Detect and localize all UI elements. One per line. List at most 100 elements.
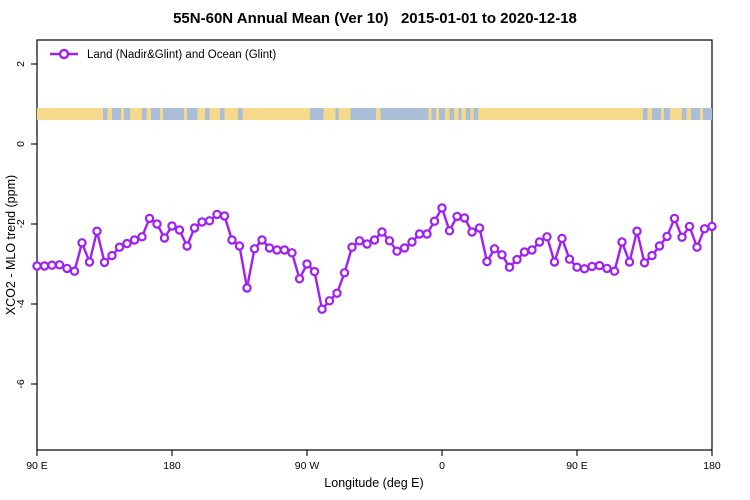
data-point <box>542 232 552 242</box>
land-band-segment <box>428 108 432 120</box>
data-point <box>212 209 222 220</box>
data-point <box>204 216 215 226</box>
land-band-segment <box>130 108 142 120</box>
data-point <box>189 223 200 233</box>
data-point <box>257 235 267 245</box>
data-point <box>572 262 582 272</box>
data-point <box>159 233 170 243</box>
data-point <box>339 268 350 278</box>
land-band-segment <box>197 108 205 120</box>
ocean-band-segment <box>473 108 478 120</box>
data-point <box>302 259 312 269</box>
land-ocean-band <box>37 108 712 120</box>
ocean-band-segment <box>691 108 700 120</box>
land-band-segment <box>686 108 691 120</box>
data-point <box>632 226 642 236</box>
data-point <box>677 232 687 242</box>
land-band-segment <box>107 108 112 120</box>
data-point <box>279 245 290 255</box>
ocean-band-segment <box>350 108 376 120</box>
data-point <box>219 211 230 221</box>
ocean-band-segment <box>238 108 243 120</box>
data-point <box>399 243 410 253</box>
ocean-band-segment <box>652 108 661 120</box>
data-point <box>504 262 515 272</box>
data-point <box>384 236 395 246</box>
data-point <box>527 245 537 255</box>
ocean-band-segment <box>112 108 121 120</box>
ocean-band-segment <box>310 108 324 120</box>
ocean-band-segment <box>220 108 225 120</box>
ocean-band-segment <box>335 108 339 120</box>
data-point <box>489 244 500 254</box>
land-band-segment <box>670 108 682 120</box>
data-point <box>62 263 72 274</box>
plot-box <box>36 39 713 451</box>
land-band-segment <box>323 108 336 120</box>
data-point <box>512 254 522 265</box>
ocean-band-segment <box>205 108 210 120</box>
data-point <box>602 263 612 274</box>
data-point <box>324 296 335 306</box>
legend-marker-icon <box>58 48 70 60</box>
data-point <box>557 233 567 244</box>
data-point <box>474 223 485 233</box>
land-band-segment <box>478 108 643 120</box>
data-series <box>32 203 717 314</box>
legend: Land (Nadir&Glint) and Ocean (Glint) <box>50 48 276 61</box>
y-tick-label: -4 <box>15 299 27 308</box>
land-band-segment <box>338 108 351 120</box>
land-band-segment <box>436 108 439 120</box>
ocean-band-segment <box>682 108 687 120</box>
data-point <box>242 283 252 293</box>
land-band-segment <box>242 108 310 120</box>
data-point <box>654 241 665 251</box>
x-tick-label: 90 E <box>566 460 588 472</box>
land-band-segment <box>224 108 238 120</box>
data-point <box>609 266 620 276</box>
land-band-segment <box>184 108 187 120</box>
ocean-band-segment <box>439 108 445 120</box>
data-point <box>452 211 462 222</box>
x-tick-label: 90 E <box>26 460 48 472</box>
data-point <box>69 266 80 276</box>
land-band-segment <box>647 108 652 120</box>
data-point <box>129 235 140 245</box>
land-band-segment <box>470 108 474 120</box>
data-point <box>317 304 327 314</box>
data-point <box>617 237 627 247</box>
land-band-segment <box>209 108 220 120</box>
ocean-band-segment <box>187 108 198 120</box>
data-point <box>407 237 417 247</box>
land-band-segment <box>37 108 103 120</box>
data-point <box>167 221 177 231</box>
data-point <box>39 261 50 271</box>
data-point <box>662 231 672 242</box>
data-point <box>369 235 380 245</box>
land-band-segment <box>376 108 381 120</box>
data-point <box>624 257 635 267</box>
y-tick-label: -6 <box>15 379 27 388</box>
ocean-band-segment <box>124 108 130 120</box>
data-point <box>332 288 342 298</box>
data-point <box>587 261 597 272</box>
ocean-band-segment <box>142 108 147 120</box>
data-point <box>444 226 455 236</box>
data-point <box>99 257 110 268</box>
ocean-band-segment <box>151 108 160 120</box>
data-point <box>564 254 575 264</box>
land-band-segment <box>661 108 664 120</box>
ocean-band-segment <box>449 108 454 120</box>
data-point <box>354 236 365 246</box>
legend-label: Land (Nadir&Glint) and Ocean (Glint) <box>87 49 276 61</box>
data-point <box>92 226 102 236</box>
data-point <box>197 217 207 227</box>
page-title: 55N-60N Annual Mean (Ver 10) 2015-01-01 … <box>173 10 577 27</box>
data-point <box>707 221 717 232</box>
land-band-segment <box>454 108 459 120</box>
data-point <box>392 246 402 256</box>
data-point <box>137 232 147 242</box>
ocean-band-segment <box>458 108 462 120</box>
data-point <box>594 260 605 271</box>
